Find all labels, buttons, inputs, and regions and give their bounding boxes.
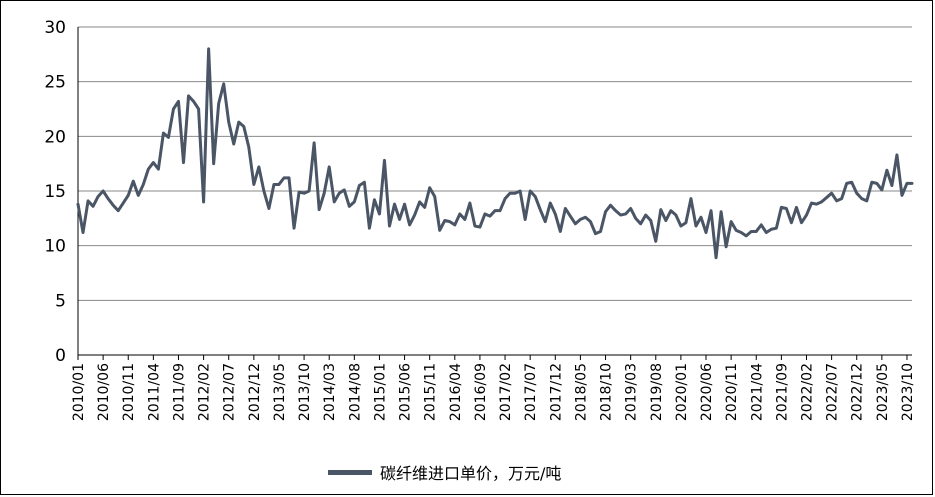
x-tick-label: 2022/12 [850,363,866,421]
y-tick-labels: 0 5 10 15 20 25 30 [44,18,66,366]
x-tick-label: 2023/10 [900,363,916,421]
x-tick-label: 2021/04 [749,363,765,421]
x-tick-label: 2017/02 [498,363,514,421]
x-tick-label: 2015/11 [423,363,439,421]
legend-label: 碳纤维进口单价，万元/吨 [380,464,562,483]
x-tick-label: 2016/09 [473,363,489,421]
x-tick-label: 2014/08 [347,363,363,421]
axes [77,27,912,360]
x-tick-label: 2011/04 [146,363,162,421]
x-tick-label: 2010/01 [71,363,87,421]
x-tick-label: 2010/06 [96,363,112,421]
x-tick-labels: 2010/01 2010/06 2010/11 2011/04 2011/09 2012/… [71,363,916,421]
y-tick-label: 15 [44,182,66,202]
x-tick-label: 2014/03 [322,363,338,421]
y-tick-label: 20 [44,127,66,147]
x-tick-label: 2010/11 [121,363,137,421]
x-tick-label: 2020/11 [724,363,740,421]
legend-swatch [328,469,372,475]
x-tick-label: 2017/07 [523,363,539,421]
y-tick-label: 25 [44,73,66,93]
x-tick-label: 2017/12 [548,363,564,421]
x-tick-label: 2012/07 [222,363,238,421]
y-tick-label: 30 [44,18,66,38]
series-line [76,47,914,260]
x-tick-label: 2012/02 [197,363,213,421]
x-tick-label: 2018/10 [599,363,615,421]
x-tick-label: 2021/09 [774,363,790,421]
x-tick-label: 2019/03 [624,363,640,421]
legend: 碳纤维进口单价，万元/吨 [328,460,561,484]
x-tick-label: 2012/12 [247,363,263,421]
series-layer [76,47,914,260]
y-tick-label: 5 [55,291,66,311]
x-tick-label: 2015/06 [398,363,414,421]
x-tick-label: 2023/05 [875,363,891,421]
x-tick-label: 2022/02 [799,363,815,421]
y-tick-label: 10 [44,237,66,257]
x-tick-label: 2020/06 [699,363,715,421]
x-tick-label: 2020/01 [674,363,690,421]
x-tick-label: 2013/05 [272,363,288,421]
x-tick-label: 2013/10 [297,363,313,421]
x-tick-label: 2019/08 [649,363,665,421]
y-tick-label: 0 [55,346,66,366]
x-tick-label: 2018/05 [573,363,589,421]
x-tick-label: 2011/09 [171,363,187,421]
gridlines [78,26,912,301]
x-tick-label: 2022/07 [825,363,841,421]
x-tick-label: 2015/01 [372,363,388,421]
x-tick-label: 2016/04 [448,363,464,421]
